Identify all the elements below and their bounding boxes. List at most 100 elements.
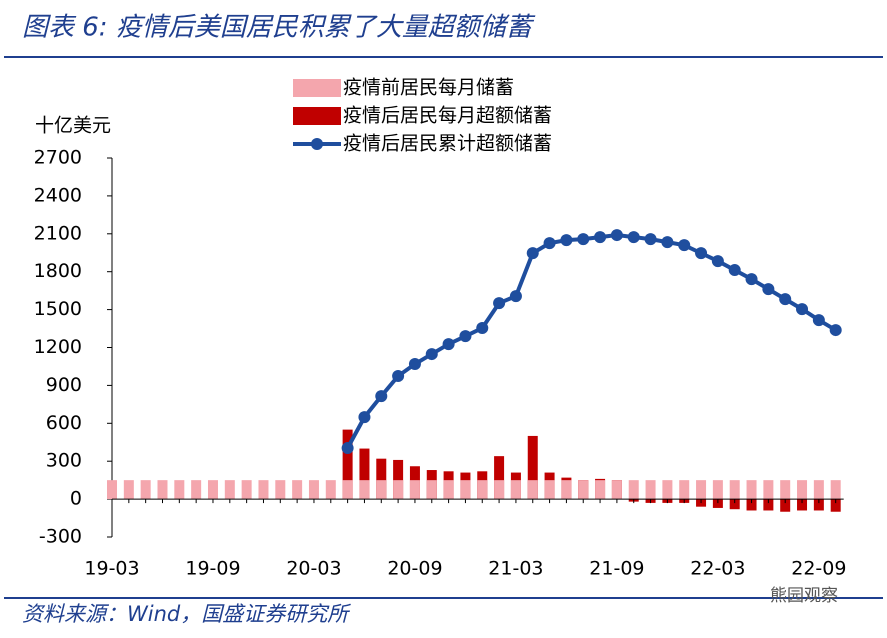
bar [207, 480, 218, 500]
line-point [661, 236, 674, 249]
legend-label: 疫情后居民累计超额储蓄 [343, 133, 552, 155]
bar [460, 480, 471, 500]
bar [477, 480, 488, 500]
bar [241, 480, 252, 500]
y-tick-label: 0 [70, 488, 82, 510]
bar [780, 499, 791, 512]
legend-swatch [293, 107, 341, 125]
bar [325, 480, 336, 500]
bar [359, 480, 370, 500]
bar [712, 499, 723, 508]
bar [393, 459, 404, 500]
line-point [459, 330, 472, 343]
line-point [543, 237, 556, 250]
y-tick-label: -300 [39, 526, 82, 548]
bar [224, 480, 235, 500]
bar [174, 480, 185, 500]
line-point [711, 255, 724, 268]
bar [275, 480, 286, 500]
legend-label: 疫情前居民每月储蓄 [343, 77, 514, 99]
bar [645, 480, 656, 500]
x-tick-label: 21-09 [589, 558, 644, 580]
line-point [341, 442, 354, 455]
bar [780, 480, 791, 500]
bar [393, 480, 404, 500]
line-point [829, 324, 842, 337]
bar [342, 429, 353, 500]
line-point [476, 322, 489, 335]
bar [359, 448, 370, 500]
bar [292, 480, 303, 500]
line-point [392, 370, 405, 383]
y-tick-label: 600 [46, 412, 82, 434]
watermark: 熊园观察 [770, 586, 838, 606]
bar [494, 456, 505, 500]
source: 资料来源：Wind，国盛证券研究所 [22, 602, 351, 626]
bar [830, 480, 841, 500]
line-point [442, 338, 455, 351]
bar [746, 480, 757, 500]
bar [510, 480, 521, 500]
line-point [509, 290, 522, 303]
bar [258, 480, 269, 500]
bar [696, 480, 707, 500]
bar [763, 480, 774, 500]
y-tick-label: 2700 [34, 147, 82, 169]
line-point [779, 293, 792, 306]
legend-swatch [311, 138, 323, 150]
bar [679, 480, 690, 500]
line-point [796, 303, 809, 316]
y-tick-label: 2100 [34, 222, 82, 244]
line-point [644, 233, 657, 246]
line-point [408, 358, 421, 371]
bar [308, 480, 319, 500]
y-tick-label: 1800 [34, 260, 82, 282]
bar [830, 499, 841, 512]
x-tick-label: 20-03 [286, 558, 341, 580]
bar [729, 499, 740, 510]
bar [595, 480, 606, 500]
bar [409, 480, 420, 500]
y-tick-label: 300 [46, 450, 82, 472]
bar [376, 480, 387, 500]
line-point [358, 411, 371, 424]
y-axis-label: 十亿美元 [35, 115, 111, 137]
bar [527, 435, 538, 500]
y-tick-label: 2400 [34, 184, 82, 206]
bar [729, 480, 740, 500]
bar [123, 480, 134, 500]
line-point [627, 231, 640, 244]
y-tick-label: 1500 [34, 298, 82, 320]
x-tick-label: 19-09 [185, 558, 240, 580]
bar [763, 499, 774, 511]
bar [544, 480, 555, 500]
x-tick-label: 21-03 [488, 558, 543, 580]
line-point [678, 239, 691, 252]
y-tick-label: 1200 [34, 336, 82, 358]
bar [628, 480, 639, 500]
bar [797, 480, 808, 500]
bar [662, 480, 673, 500]
bar [376, 458, 387, 500]
bar [443, 480, 454, 500]
bar [611, 480, 622, 500]
bar [342, 480, 353, 500]
x-tick-label: 20-09 [387, 558, 442, 580]
line-point [425, 348, 438, 361]
legend-swatch [293, 79, 341, 97]
line-point [728, 264, 741, 277]
line-point [526, 247, 539, 260]
bar [746, 499, 757, 511]
bar [561, 480, 572, 500]
bar [797, 499, 808, 511]
bar [140, 480, 151, 500]
bar [813, 480, 824, 500]
line-point [493, 297, 506, 310]
x-tick-label: 22-03 [690, 558, 745, 580]
bar [426, 480, 437, 500]
bar [494, 480, 505, 500]
line-point [577, 233, 590, 246]
bar [107, 480, 117, 500]
